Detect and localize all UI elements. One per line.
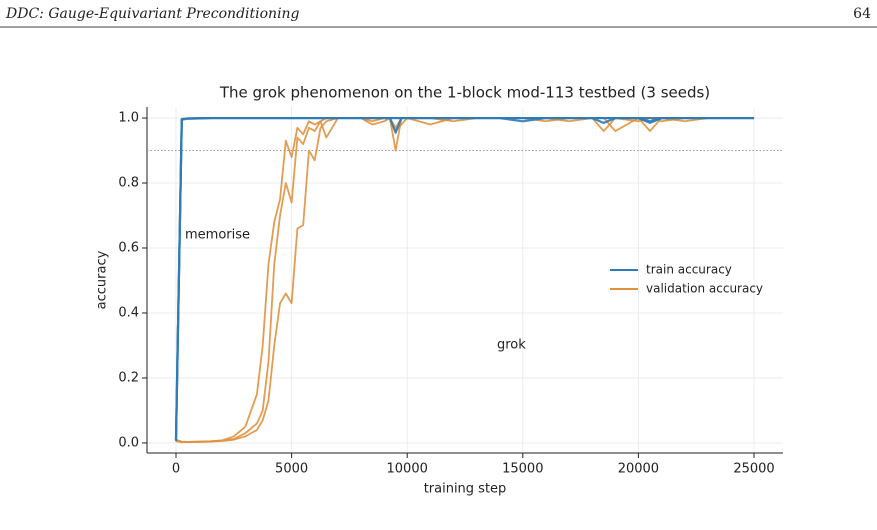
series-line [175,117,755,443]
y-tick-label: 0.8 [118,176,139,191]
page-number: 64 [853,6,871,22]
legend-label: validation accuracy [646,282,763,296]
y-tick-label: 0.2 [118,370,139,385]
y-axis-label: accuracy [95,250,110,309]
x-tick-label: 25000 [733,462,774,477]
y-tick-label: 1.0 [118,111,139,126]
x-tick-label: 0 [172,462,180,477]
x-axis-label: training step [424,482,507,497]
running-header: DDC: Gauge-Equivariant Preconditioning [5,6,300,22]
annotation: memorise [185,228,250,243]
x-tick-label: 5000 [275,462,308,477]
series-line [174,116,755,442]
series-line [175,117,755,444]
chart-title: The grok phenomenon on the 1-block mod-1… [219,84,710,102]
x-tick-label: 10000 [387,462,428,477]
legend-label: train accuracy [646,263,732,277]
annotation: grok [497,338,526,353]
y-tick-label: 0.4 [118,305,139,320]
series-line [174,116,755,440]
y-tick-label: 0.6 [118,240,139,255]
x-tick-label: 15000 [502,462,543,477]
series-line [175,117,755,443]
x-tick-label: 20000 [618,462,659,477]
y-tick-label: 0.0 [118,435,139,450]
series-line [174,116,755,440]
